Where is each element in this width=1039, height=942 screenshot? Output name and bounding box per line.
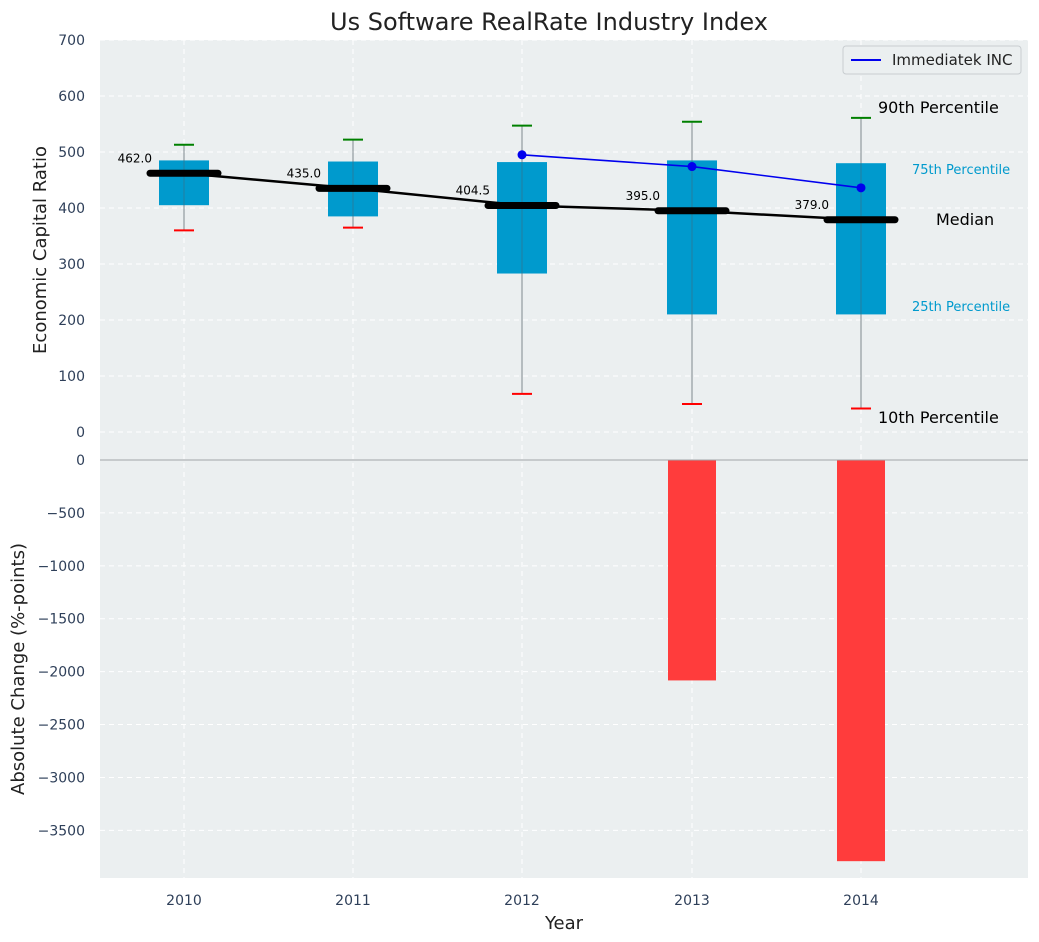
series-point <box>856 183 866 193</box>
median-value-label: 404.5 <box>456 183 490 197</box>
median-value-label: 462.0 <box>118 151 152 165</box>
top-y-axis-label: Economic Capital Ratio <box>30 146 51 354</box>
median-value-label: 395.0 <box>626 189 660 203</box>
change-bar <box>837 460 885 862</box>
box-plot-group: 462.0 435.0 404.5 395.0 379.0 <box>118 116 899 410</box>
x-tick-label: 2010 <box>166 893 202 909</box>
bottom-y-tick-label: −500 <box>47 506 85 522</box>
top-y-tick-label: 500 <box>58 145 85 161</box>
top-y-tick-label: 300 <box>58 257 85 273</box>
legend-entry-label: Immediatek INC <box>892 51 1012 69</box>
top-y-tick-label: 200 <box>58 313 85 329</box>
annotation-p25: 25th Percentile <box>912 300 1010 315</box>
chart-title: Us Software RealRate Industry Index <box>330 8 768 36</box>
median-value-label: 435.0 <box>287 166 321 180</box>
change-bar <box>668 460 716 681</box>
annotation-p90: 90th Percentile <box>878 98 999 117</box>
bottom-y-tick-label: −1500 <box>38 612 85 628</box>
top-y-tick-label: 700 <box>58 33 85 49</box>
bottom-y-tick-label: −3500 <box>38 823 85 839</box>
top-y-tick-label: 400 <box>58 201 85 217</box>
bar-group <box>668 460 885 862</box>
annotation-median: Median <box>936 210 994 229</box>
bottom-y-tick-label: 0 <box>76 453 85 469</box>
top-y-tick-label: 600 <box>58 89 85 105</box>
legend-box <box>842 45 1022 75</box>
series-point <box>687 162 697 172</box>
bottom-y-axis-label: Absolute Change (%-points) <box>8 543 29 795</box>
legend[interactable]: Immediatek INC <box>842 45 1022 75</box>
top-y-tick-label: 0 <box>76 425 85 441</box>
top-y-tick-label: 100 <box>58 369 85 385</box>
x-tick-label: 2013 <box>674 893 710 909</box>
annotation-p75: 75th Percentile <box>912 163 1010 178</box>
bottom-y-tick-label: −3000 <box>38 770 85 786</box>
x-axis-label: Year <box>544 913 584 934</box>
median-value-label: 379.0 <box>795 198 829 212</box>
bottom-y-tick-label: −1000 <box>38 559 85 575</box>
x-tick-label: 2014 <box>843 893 879 909</box>
bottom-y-tick-label: −2500 <box>38 718 85 734</box>
bottom-y-tick-label: −2000 <box>38 665 85 681</box>
series-point <box>517 150 527 160</box>
bottom-plot-background <box>100 460 1028 878</box>
axes-group: 0 100 200 300 400 500 600 700 0 −500 −1000 −1500 −20… <box>38 33 1028 909</box>
annotation-p10: 10th Percentile <box>878 408 999 427</box>
x-tick-label: 2011 <box>335 893 371 909</box>
x-tick-label: 2012 <box>504 893 540 909</box>
